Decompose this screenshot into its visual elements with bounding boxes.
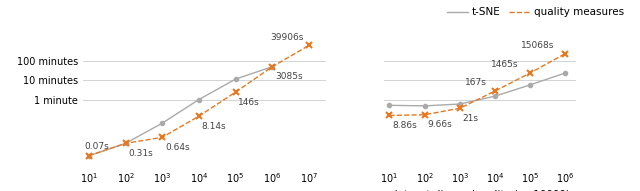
Text: 0.07s: 0.07s bbox=[84, 142, 109, 151]
X-axis label: dataset dimensionality (n=10000): dataset dimensionality (n=10000) bbox=[390, 190, 570, 191]
Text: 9.66s: 9.66s bbox=[428, 120, 452, 129]
Text: 0.31s: 0.31s bbox=[129, 149, 153, 158]
Text: 0.64s: 0.64s bbox=[165, 143, 189, 152]
Legend: t-SNE, quality measures: t-SNE, quality measures bbox=[443, 3, 628, 22]
Text: 3085s: 3085s bbox=[275, 72, 303, 81]
Text: 8.14s: 8.14s bbox=[202, 122, 227, 131]
Text: 15068s: 15068s bbox=[521, 41, 554, 50]
Text: 8.86s: 8.86s bbox=[392, 121, 417, 130]
Text: 21s: 21s bbox=[463, 114, 479, 123]
Text: 146s: 146s bbox=[238, 98, 260, 107]
Text: 39906s: 39906s bbox=[270, 33, 303, 42]
Text: 167s: 167s bbox=[465, 79, 486, 87]
X-axis label: dataset size (d=20): dataset size (d=20) bbox=[154, 190, 256, 191]
Text: 1465s: 1465s bbox=[492, 60, 519, 69]
